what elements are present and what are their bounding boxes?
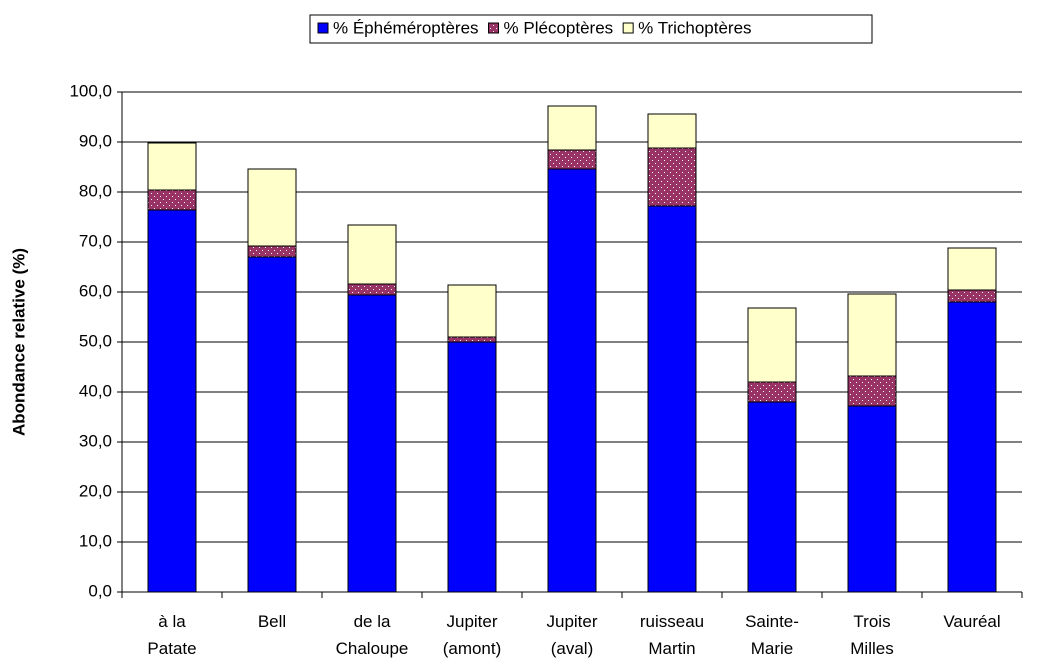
bar-segment <box>447 284 497 338</box>
bar-segment <box>147 209 197 593</box>
bar-segment <box>947 247 997 291</box>
x-tick-label: Jupiter (amont) <box>443 612 502 658</box>
x-tick-label: Sainte-Marie <box>745 612 799 658</box>
legend-label: % Trichoptères <box>638 18 751 37</box>
bar-segment <box>747 381 797 403</box>
x-tick-label: Bell <box>258 612 286 631</box>
bar-segment <box>147 142 197 191</box>
bar-segment <box>947 301 997 593</box>
x-tick-label: Trois Milles <box>850 612 893 658</box>
y-tick-label: 100,0 <box>69 81 112 100</box>
legend-swatch <box>317 22 329 34</box>
legend-box <box>309 14 873 44</box>
bar-segment <box>447 341 497 593</box>
y-tick-label: 80,0 <box>79 181 112 200</box>
bar-segment <box>247 245 297 258</box>
bar-segment <box>847 293 897 377</box>
bar-segment <box>547 105 597 151</box>
y-tick-label: 0,0 <box>88 581 112 600</box>
bar-segment <box>347 283 397 296</box>
bar-segment <box>847 375 897 407</box>
y-axis-title: Abondance relative (%) <box>9 248 28 436</box>
y-tick-label: 40,0 <box>79 381 112 400</box>
bar-segment <box>347 294 397 593</box>
bar-segment <box>747 307 797 383</box>
bar-segment <box>647 147 697 207</box>
bar-segment <box>247 168 297 247</box>
y-tick-label: 60,0 <box>79 281 112 300</box>
x-tick-label: ruisseau Martin <box>640 612 704 658</box>
x-tick-label: Vauréal <box>943 612 1000 631</box>
bar-segment <box>647 113 697 149</box>
y-tick-label: 50,0 <box>79 331 112 350</box>
bar-segment <box>547 149 597 170</box>
bar-segment <box>147 189 197 211</box>
x-tick-label: Jupiter (aval) <box>546 612 597 658</box>
bar-segment <box>647 205 697 593</box>
y-tick-label: 20,0 <box>79 481 112 500</box>
legend-label: % Plécoptères <box>504 18 614 37</box>
y-tick-label: 30,0 <box>79 431 112 450</box>
bar-segment <box>547 168 597 593</box>
legend-label: % Éphéméroptères <box>333 18 479 37</box>
bar-segment <box>347 224 397 285</box>
legend-swatch <box>622 22 634 34</box>
y-tick-label: 70,0 <box>79 231 112 250</box>
bar-segment <box>847 405 897 593</box>
bar-segment <box>247 256 297 593</box>
x-tick-label: de la Chaloupe <box>336 612 409 658</box>
y-tick-label: 10,0 <box>79 531 112 550</box>
bar-segment <box>447 336 497 343</box>
x-tick-label: à la Patate <box>147 612 196 658</box>
legend-swatch <box>488 22 500 34</box>
bar-segment <box>947 289 997 303</box>
bar-segment <box>747 401 797 593</box>
y-tick-label: 90,0 <box>79 131 112 150</box>
